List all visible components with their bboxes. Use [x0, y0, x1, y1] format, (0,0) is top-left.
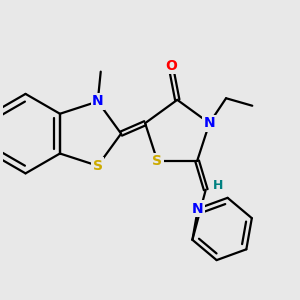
Text: N: N [192, 202, 204, 216]
Text: N: N [204, 116, 215, 130]
Text: H: H [213, 179, 223, 192]
Text: O: O [165, 59, 177, 73]
Text: S: S [152, 154, 162, 168]
Text: N: N [92, 94, 103, 109]
Text: S: S [93, 159, 103, 173]
